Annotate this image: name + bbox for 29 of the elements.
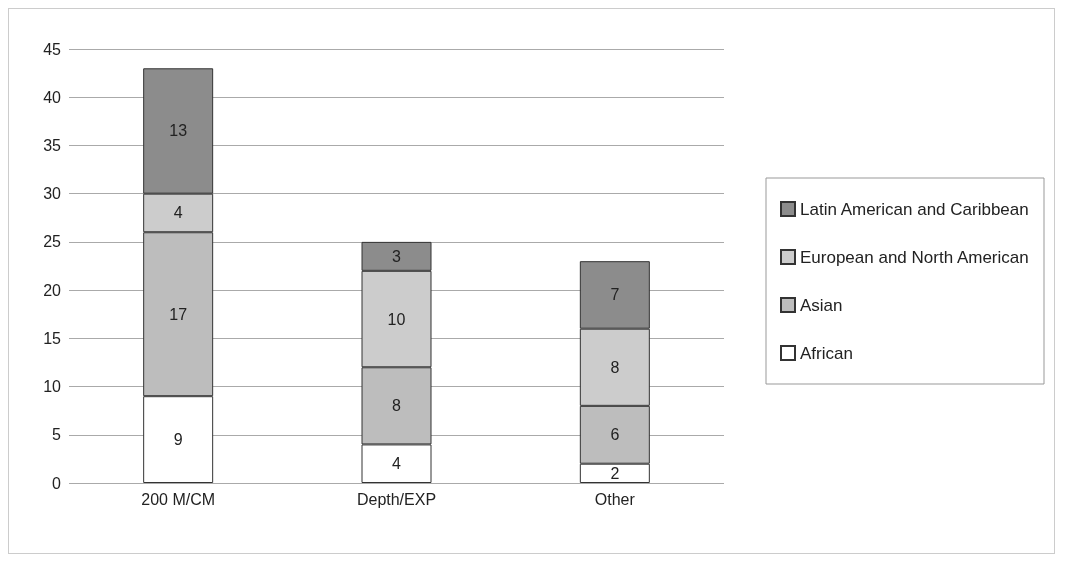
data-label: 9 bbox=[173, 431, 183, 449]
data-label: 4 bbox=[392, 455, 402, 473]
y-tick-label: 20 bbox=[43, 281, 62, 299]
data-label: 8 bbox=[392, 397, 402, 415]
y-tick-label: 40 bbox=[43, 88, 62, 106]
data-label: 8 bbox=[610, 358, 620, 376]
y-tick-label: 15 bbox=[43, 329, 62, 347]
y-tick-label: 0 bbox=[52, 474, 62, 492]
data-label: 13 bbox=[169, 122, 188, 140]
data-label: 3 bbox=[392, 247, 402, 265]
legend-label: Asian bbox=[800, 295, 843, 315]
legend-label: Latin American and Caribbean bbox=[800, 199, 1029, 219]
x-tick-label: 200 M/CM bbox=[141, 490, 216, 508]
y-tick-label: 25 bbox=[43, 233, 62, 251]
x-tick-label: Other bbox=[594, 490, 636, 508]
y-tick-label: 30 bbox=[43, 185, 62, 203]
data-label: 2 bbox=[610, 464, 620, 482]
y-tick-label: 5 bbox=[52, 426, 62, 444]
data-label: 4 bbox=[173, 204, 183, 222]
legend-label: European and North American bbox=[800, 247, 1029, 267]
y-tick-label: 45 bbox=[43, 40, 62, 58]
y-tick-label: 10 bbox=[43, 378, 62, 396]
data-label: 17 bbox=[169, 305, 188, 323]
data-label: 6 bbox=[610, 426, 620, 444]
data-label: 7 bbox=[610, 286, 620, 304]
legend-label: African bbox=[800, 343, 853, 363]
y-tick-label: 35 bbox=[43, 136, 62, 154]
data-label: 10 bbox=[387, 310, 406, 328]
x-tick-label: Depth/EXP bbox=[356, 490, 437, 508]
